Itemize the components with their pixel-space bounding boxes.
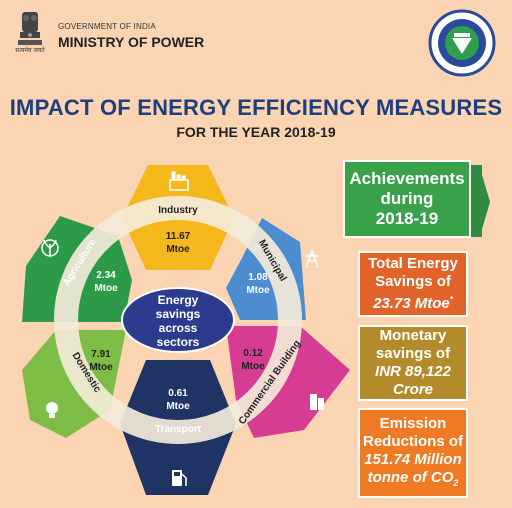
sector-transport-unit: Mtoe: [166, 401, 190, 412]
page-subtitle: FOR THE YEAR 2018-19: [176, 124, 336, 140]
emission-line-1: Emission: [379, 414, 447, 432]
achievements-line-2: during: [380, 189, 434, 208]
emission-value-sub: 2: [453, 477, 459, 488]
sector-municipal-unit: Mtoe: [246, 285, 270, 296]
money-line-1: Monetary: [379, 327, 447, 344]
government-label: GOVERNMENT OF INDIA: [58, 22, 156, 31]
fuel-pump-icon: [172, 470, 187, 486]
national-emblem-icon: सत्यमेव जयते: [15, 12, 45, 54]
sector-industry-unit: Mtoe: [166, 244, 190, 255]
emission-value-1: 151.74 Million: [364, 450, 462, 468]
money-line-2: savings of: [375, 345, 451, 362]
emission-box: Emission Reductions of 151.74 Million to…: [358, 408, 468, 498]
monetary-savings-box: Monetary savings of INR 89,122 Crore: [358, 325, 468, 401]
achievements-line-1: Achievements: [349, 169, 465, 188]
money-value-2: Crore: [392, 381, 433, 398]
achievements-box: Achievements during 2018-19: [343, 160, 471, 238]
sector-municipal-value: 1.08: [248, 272, 268, 283]
money-value-1: INR 89,122: [375, 363, 451, 380]
emblem-motto: सत्यमेव जयते: [15, 46, 45, 54]
sector-transport-value: 0.61: [168, 388, 188, 399]
emission-value-2: tonne of CO: [367, 468, 454, 486]
emission-line-2: Reductions of: [363, 432, 463, 450]
achievements-arrow: [480, 168, 490, 236]
bee-logo-icon: [428, 9, 496, 77]
sector-agriculture-value: 2.34: [96, 270, 116, 281]
sector-transport-label: Transport: [155, 424, 202, 435]
center-line-1: Energy: [158, 293, 199, 307]
lightbulb-icon: [46, 402, 58, 418]
building-icon: [310, 394, 324, 410]
energy-value: 23.73 Mtoe: [373, 295, 450, 312]
energy-line-1: Total Energy: [368, 255, 458, 272]
factory-icon: [169, 171, 189, 191]
sector-domestic-value: 7.91: [91, 349, 111, 360]
ministry-label: MINISTRY OF POWER: [58, 34, 205, 50]
sector-industry-value: 11.67: [166, 231, 191, 242]
sector-diagram: Energy savings across sectors Industry M…: [22, 165, 350, 495]
center-hub: [121, 287, 235, 353]
sector-agriculture-unit: Mtoe: [94, 283, 118, 294]
power-tower-icon: [305, 249, 319, 269]
sector-commercial-unit: Mtoe: [241, 361, 265, 372]
achievements-line-3: 2018-19: [375, 209, 439, 228]
energy-footnote-mark: *: [449, 295, 453, 304]
page-title: IMPACT OF ENERGY EFFICIENCY MEASURES: [9, 95, 503, 120]
center-line-3: across: [159, 321, 198, 335]
plant-icon: [41, 239, 59, 257]
energy-savings-box: Total Energy Savings of 23.73 Mtoe*: [358, 251, 468, 317]
energy-line-2: Savings of: [375, 273, 451, 290]
sector-domestic-unit: Mtoe: [89, 362, 113, 373]
center-line-2: savings: [156, 307, 201, 321]
center-line-4: sectors: [157, 335, 200, 349]
sector-commercial-value: 0.12: [243, 348, 263, 359]
sector-ring: [54, 196, 302, 444]
sector-industry-label: Industry: [158, 205, 198, 216]
